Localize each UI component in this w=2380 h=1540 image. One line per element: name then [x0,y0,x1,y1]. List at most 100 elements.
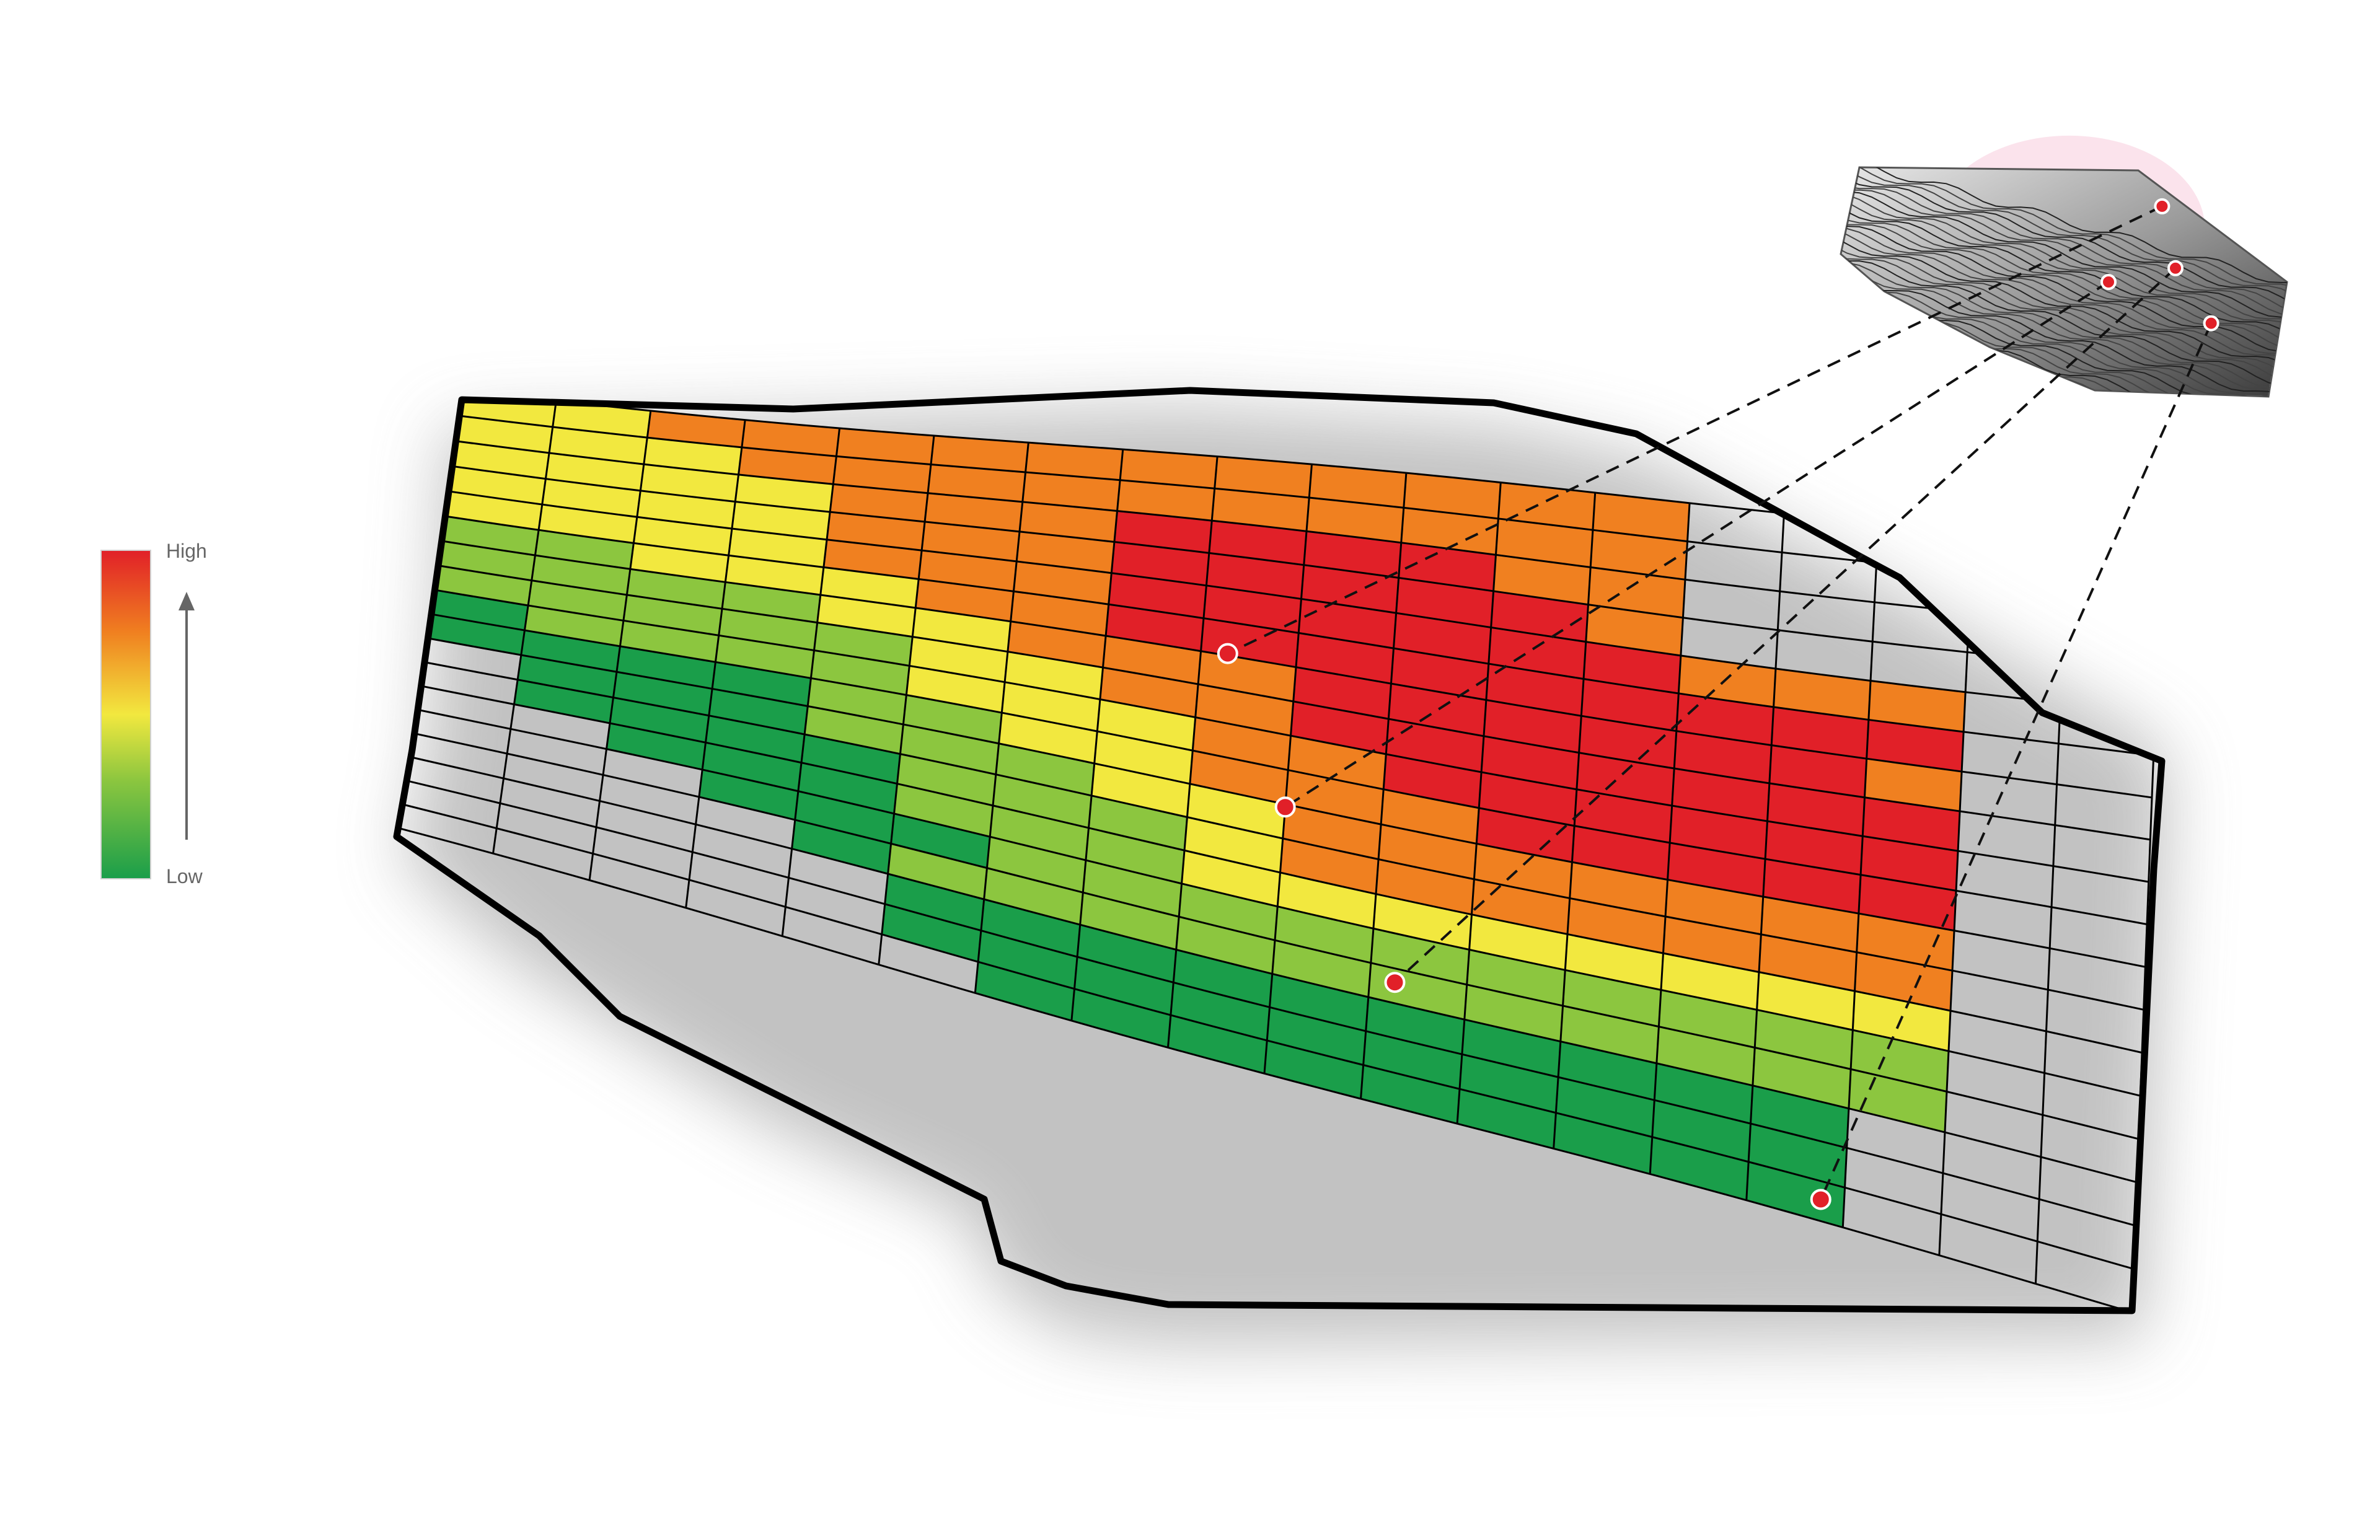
grid-cell [981,899,1080,957]
grid-cell [735,474,834,513]
grid-cell [1376,859,1474,915]
grid-cell [884,874,984,931]
grid-cell [643,438,742,475]
grid-line [1841,522,1880,1228]
grid-cell [1396,578,1494,628]
grid-cell [1656,1026,1755,1086]
grid-cell [1282,804,1382,860]
grid-cell [1864,759,1962,812]
grid-cell [1491,591,1589,642]
leader-line [1284,281,2110,808]
grid-cell [1365,997,1465,1055]
grid-line [1263,464,1313,1074]
grid-cell [1581,679,1679,731]
grid-line [878,435,935,965]
grid-cell [791,819,891,874]
grid-cell [804,706,904,754]
leader-line [1819,322,2213,1200]
grid-cell [1309,464,1406,508]
terrain-contour [1841,216,2287,351]
terrain-contour [1841,196,2287,335]
legend-high-label: High [166,540,207,562]
legend-low-label: Low [166,865,203,887]
grid-cell [1678,655,1776,707]
grid-cell [1212,488,1310,532]
grid-cell [433,565,532,605]
grid-line [1649,503,1691,1174]
terrain-contour [1841,167,2287,302]
grid-cell [1471,879,1570,935]
grid-cell [836,428,934,465]
terrain-contour [1841,188,2287,319]
grid-cell [1558,1041,1657,1101]
grid-cell [1750,1085,1849,1148]
grid-cell [552,400,651,438]
grid-cell [1288,736,1386,790]
grid-cell [708,689,808,734]
grid-cell [925,493,1023,532]
grid-cell [1464,984,1563,1042]
grid-cell [1584,641,1681,693]
grid-cell [1025,442,1123,480]
grid-cell [440,516,539,556]
grid-cell [922,521,1020,561]
grid-cell [1498,482,1595,530]
grid-cell [1187,783,1285,838]
grid-cell [1301,565,1399,614]
grid-cell [1176,917,1275,974]
grid-line [1456,482,1502,1124]
grid-cell [1767,783,1865,837]
grid-cell [1861,836,1959,891]
grid-cell [1773,668,1871,720]
legend-color-bar [100,550,151,879]
grid-cell [606,723,706,770]
grid-cell [1592,492,1690,542]
grid-cell [808,678,907,724]
terrain-contour [1841,227,2287,358]
grid-cell [1267,1007,1366,1065]
grid-cell [436,540,536,581]
sample-point-marker [2154,198,2171,214]
terrain-3d-icon [1840,166,2288,398]
grid-cell [1071,988,1171,1048]
grid-cell [984,868,1083,925]
grid-cell [1765,821,1863,875]
grid-cell [1746,1161,1845,1228]
grid-cell [987,837,1086,893]
grid-cell [1363,1031,1462,1089]
grid-cell [1769,745,1867,798]
grid-cell [1083,860,1182,917]
grid-cell [830,484,928,522]
grid-cell [801,734,901,784]
grid-cell [1022,472,1121,511]
grid-cell [616,646,716,689]
grid-cell [1590,530,1688,580]
grid-line [1745,513,1785,1200]
grid-cell [795,791,894,844]
grid-cell [610,697,709,743]
grid-cell [1002,682,1100,732]
grid-line [974,442,1029,993]
grid-cell [1654,1063,1753,1124]
grid-cell [1398,542,1496,591]
terrain-contour [1841,277,2287,397]
grid-cell [1114,511,1212,553]
grid-cell [897,754,996,806]
grid-cell [995,743,1095,796]
sample-point-marker [1274,796,1296,818]
grid-cell [1264,1040,1364,1099]
inset-terrain-callout [1840,135,2288,398]
sample-point-marker [1810,1189,1831,1210]
grid-cell [900,724,999,775]
field-boundary [393,387,2166,1314]
sample-point-marker [1217,643,1238,664]
grid-cell [1565,934,1664,990]
grid-cell [1077,925,1176,983]
terrain-contour [1841,255,2287,387]
grid-cell [1461,1019,1561,1078]
grid-cell [1074,957,1174,1016]
grid-cell [1307,498,1404,543]
terrain-contour [1841,263,2287,397]
grid-cell [699,769,798,820]
leader-lines [1227,205,2213,1200]
